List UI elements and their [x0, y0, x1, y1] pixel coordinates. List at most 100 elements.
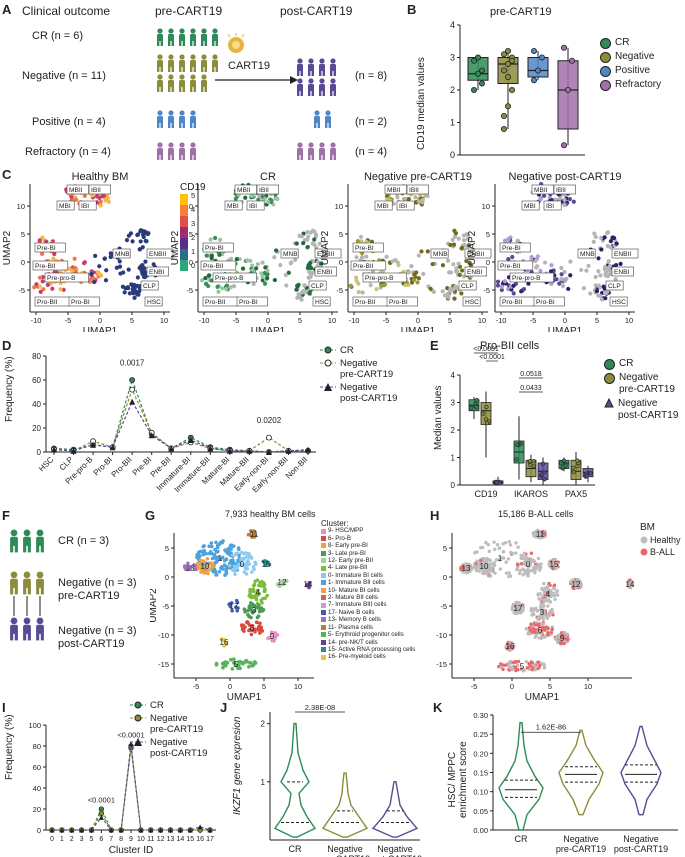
umap-point [244, 658, 248, 663]
umap-point [457, 272, 462, 277]
umap-point [203, 276, 208, 281]
legend-marker [600, 38, 611, 49]
person-icon [212, 54, 218, 72]
header-post-cart19: post-CART19 [280, 4, 353, 18]
umap-point [217, 569, 222, 574]
umap-point [381, 283, 386, 288]
umap-point [37, 238, 42, 243]
legend-label: Negative pre-CART19 [150, 713, 204, 735]
umap-point [243, 610, 247, 614]
cluster-label: ENBI [614, 269, 630, 276]
x-tick-label: 10 [137, 836, 145, 843]
x-tick-label: -5 [383, 316, 390, 325]
umap-plot: Negative post-CART19 -10 -5 0 5 10 10 5 0 -5 UMAP1… [467, 171, 639, 332]
umap-point [514, 541, 518, 545]
legend-marker [130, 701, 146, 709]
legend-item: 11- Plasma cells [321, 624, 415, 631]
umap-point [199, 549, 204, 554]
cluster-number: 16 [506, 642, 515, 651]
umap-point [229, 547, 234, 551]
umap-point [256, 605, 260, 610]
x-tick-label: 0 [416, 316, 420, 325]
legend-item: 6- Pro-B [321, 535, 415, 542]
legend-label: 14- pre-NK/T cells [328, 638, 378, 646]
umap-point [501, 550, 506, 554]
umap-point [241, 628, 246, 633]
umap-point [45, 282, 50, 287]
legend-label: CR [619, 358, 634, 369]
cluster-number: 17 [230, 602, 239, 611]
umap-point [212, 552, 217, 557]
umap-point [552, 583, 557, 587]
x-tick-label: Negative [623, 834, 659, 844]
umap-point [259, 628, 264, 632]
umap-point [186, 561, 190, 566]
cluster-label: ENBI [149, 269, 165, 276]
cluster-label-box [386, 296, 418, 307]
umap-point [546, 588, 551, 592]
person-icon [308, 78, 314, 96]
legend-item: 14- pre-NK/T cells [321, 639, 415, 646]
umap-point [599, 247, 604, 252]
umap-point [528, 628, 532, 632]
umap-point [243, 562, 248, 567]
data-point [539, 472, 545, 477]
y-tick-label: 40 [32, 400, 41, 409]
person-icon [179, 142, 185, 160]
umap-point [599, 297, 604, 302]
cluster-label: CLP [311, 283, 324, 290]
umap-point [489, 567, 493, 571]
umap-point [510, 607, 515, 612]
umap-point [202, 560, 206, 564]
data-point [575, 464, 580, 469]
umap-point [209, 561, 213, 566]
legend-marker [640, 536, 648, 544]
umap-point [542, 532, 547, 536]
umap-point [283, 272, 288, 278]
umap-point [208, 550, 213, 554]
umap-point [519, 605, 524, 609]
umap-point [222, 558, 227, 563]
x-tick-label: IKAROS [514, 489, 548, 499]
umap-point [206, 273, 211, 278]
umap-point [201, 552, 206, 557]
f-row-cr: CR (n = 3) [58, 535, 110, 547]
cluster-number: 15 [262, 560, 271, 569]
p-value: 0.0433 [520, 385, 542, 392]
umap-point [541, 625, 545, 630]
umap-point [526, 563, 531, 567]
umap-point [234, 598, 239, 603]
data-point [108, 827, 114, 833]
umap-point [549, 281, 554, 286]
legend-label: 1- Immature BII cells [328, 579, 385, 587]
umap-point [307, 269, 312, 275]
umap-point [516, 604, 520, 609]
person-icon [168, 54, 174, 72]
panel-g-title: 7,933 healthy BM cells [225, 509, 316, 519]
umap-point [519, 562, 524, 566]
umap-point [224, 286, 229, 292]
umap-point [524, 571, 528, 575]
person-icon [10, 571, 18, 595]
cluster-label-box [312, 296, 331, 307]
panel-b-title: pre-CART19 [490, 6, 552, 18]
umap-point [256, 193, 262, 198]
umap-point [559, 265, 564, 271]
legend-title: BM [640, 522, 655, 533]
cluster-label: Pro-BI [71, 299, 90, 306]
umap-point [368, 283, 373, 288]
y-tick-label: -5 [18, 286, 25, 295]
legend-label: 10- Mature BI cells [328, 586, 380, 594]
legend-swatch [321, 558, 326, 564]
umap-point [305, 265, 310, 271]
person-icon [168, 74, 174, 92]
umap-point [247, 551, 251, 556]
cluster-label: MBII [534, 187, 548, 194]
person-icon [190, 142, 196, 160]
umap-point [567, 197, 572, 202]
cluster-label: MBI [59, 203, 71, 210]
cluster-label: IBII [556, 187, 566, 194]
legend-marker [600, 52, 611, 63]
